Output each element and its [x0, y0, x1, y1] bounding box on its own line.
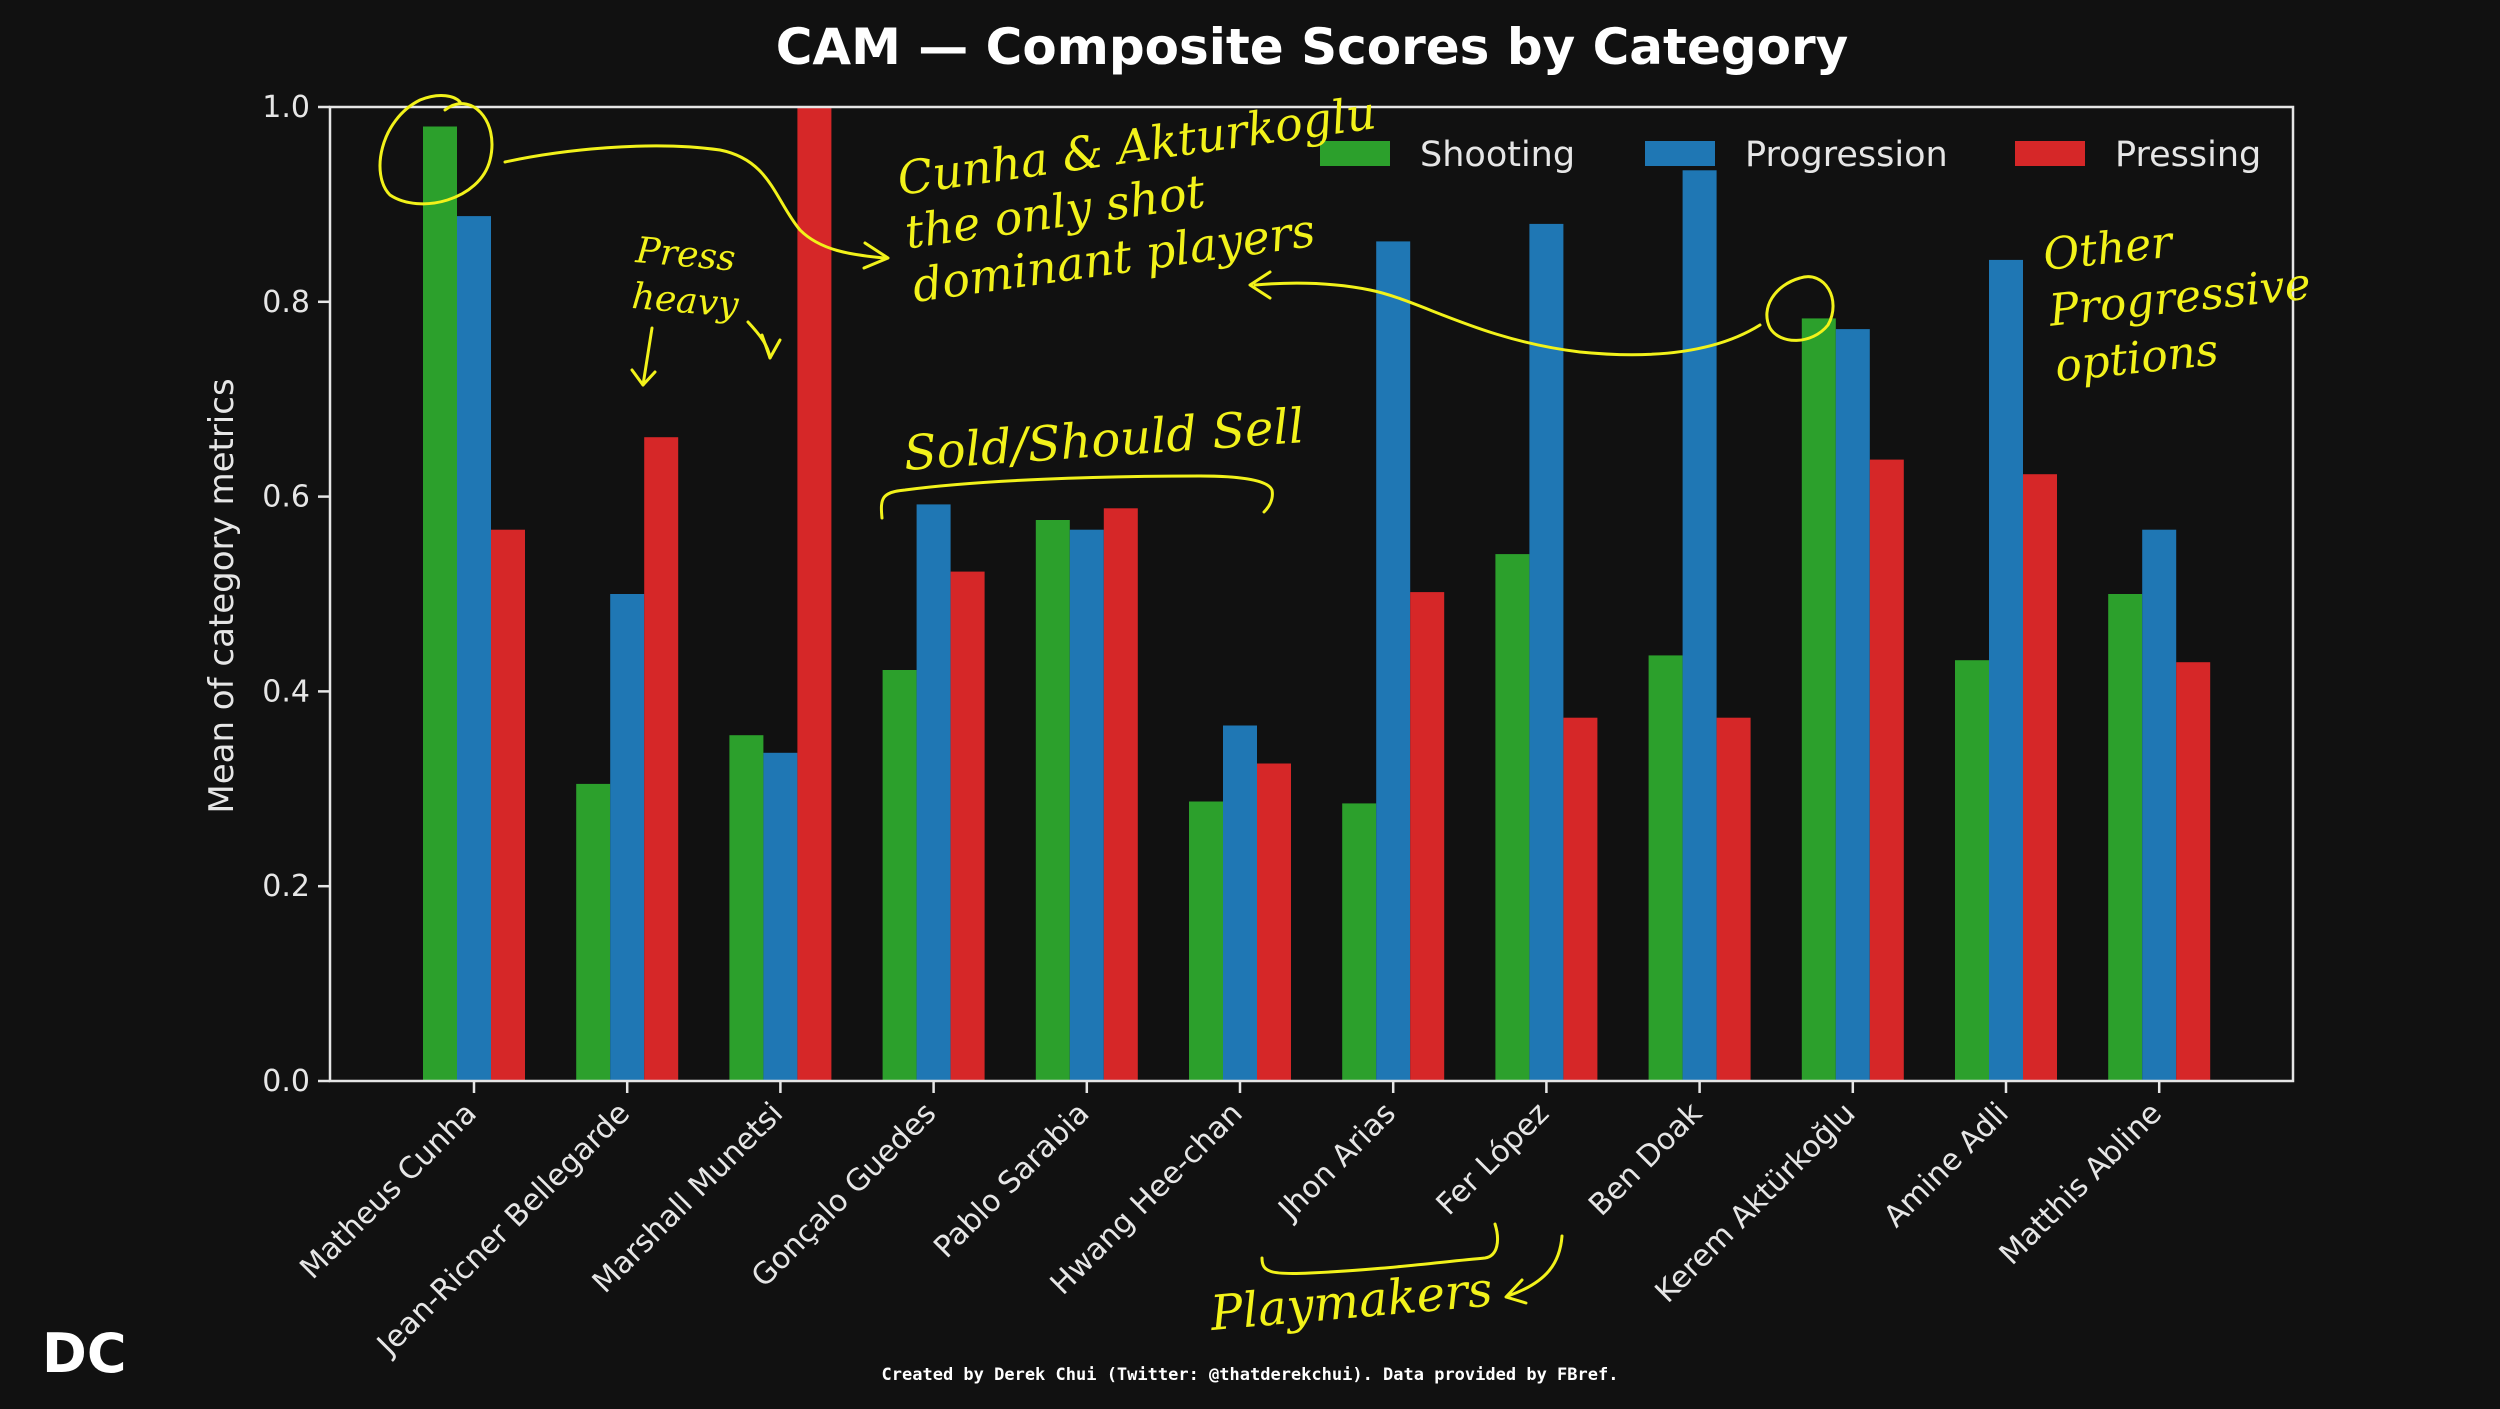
- bar-shooting-3: [882, 670, 917, 1081]
- bar-shooting-4: [1035, 520, 1070, 1081]
- bar-progression-11: [2142, 529, 2177, 1081]
- credit-text: Created by Derek Chui (Twitter: @thatder…: [882, 1365, 1619, 1385]
- bar-shooting-5: [1189, 801, 1223, 1081]
- bar-shooting-0: [423, 126, 457, 1081]
- annotation-arrow-playmakers: [1506, 1234, 1564, 1298]
- bar-pressing-6: [1410, 592, 1445, 1081]
- bar-progression-2: [763, 752, 798, 1081]
- bar-shooting-8: [1648, 655, 1683, 1081]
- annotation-circle-akturkoglu: [1765, 275, 1835, 342]
- bar-progression-8: [1682, 170, 1717, 1082]
- y-tick-label-2: 0.4: [262, 674, 310, 709]
- annotation-arrow-akturkoglu-head: [1248, 270, 1272, 300]
- bar-shooting-1: [576, 783, 611, 1081]
- bar-shooting-11: [2108, 594, 2143, 1081]
- annotation-arrow-playmakers-head: [1504, 1278, 1528, 1305]
- annotation-press: Pressheavy: [629, 230, 744, 326]
- bar-shooting-10: [1955, 660, 1989, 1081]
- annotation-circle-cunha: [378, 94, 494, 206]
- bar-progression-6: [1376, 241, 1411, 1081]
- bar-pressing-7: [1563, 717, 1598, 1081]
- y-tick-label-1: 0.2: [262, 869, 310, 904]
- legend-swatch-progression: [1645, 141, 1715, 166]
- y-tick-label-4: 0.8: [262, 285, 310, 320]
- annotation-brace-playmakers: [1260, 1222, 1499, 1276]
- bar-pressing-0: [491, 529, 525, 1081]
- bar-progression-3: [916, 504, 951, 1081]
- dc-logo: DC: [42, 1322, 126, 1385]
- legend-swatch-pressing: [2015, 141, 2085, 166]
- legend: Shooting Progression Pressing: [1320, 135, 2261, 175]
- annotation-arrow-press-1: [641, 326, 654, 387]
- bar-progression-4: [1069, 529, 1104, 1081]
- bar-shooting-7: [1495, 554, 1530, 1081]
- axes-frame: [328, 105, 2295, 1083]
- y-tick-label-3: 0.6: [262, 480, 310, 515]
- annotation-arrow-press-1-head: [630, 368, 657, 387]
- bar-progression-5: [1223, 725, 1257, 1081]
- bar-pressing-9: [1869, 459, 1904, 1082]
- bar-pressing-2: [797, 107, 832, 1081]
- y-tick-label-0: 0.0: [262, 1064, 310, 1099]
- bar-progression-1: [610, 594, 645, 1081]
- legend-label-progression: Progression: [1745, 135, 1948, 175]
- bar-pressing-3: [950, 571, 985, 1081]
- legend-swatch-shooting: [1320, 141, 1390, 166]
- bar-pressing-4: [1103, 508, 1138, 1081]
- bar-progression-10: [1989, 259, 2023, 1081]
- bar-pressing-11: [2176, 662, 2211, 1081]
- bar-shooting-9: [1801, 318, 1836, 1081]
- bar-pressing-10: [2023, 474, 2057, 1081]
- bar-progression-7: [1529, 223, 1564, 1081]
- bar-pressing-1: [644, 437, 679, 1081]
- chart-title: CAM — Composite Scores by Category: [776, 18, 1849, 76]
- legend-label-pressing: Pressing: [2115, 135, 2261, 175]
- bar-progression-0: [457, 216, 491, 1082]
- bar-pressing-8: [1716, 717, 1751, 1081]
- bar-shooting-2: [729, 735, 764, 1081]
- bar-progression-9: [1835, 329, 1870, 1082]
- annotation-brace-sold: [879, 474, 1274, 520]
- legend-label-shooting: Shooting: [1420, 135, 1575, 175]
- bar-pressing-5: [1257, 763, 1291, 1081]
- annotation-arrow-akturkoglu: [1253, 281, 1762, 357]
- bar-shooting-6: [1342, 803, 1377, 1081]
- y-axis-label: Mean of category metrics: [202, 378, 242, 813]
- annotation-arrow-press-2-head: [760, 333, 782, 360]
- annotation-arrow-cunha-head: [862, 241, 890, 270]
- y-tick-label-5: 1.0: [262, 90, 310, 125]
- annotation-arrow-cunha: [503, 144, 887, 260]
